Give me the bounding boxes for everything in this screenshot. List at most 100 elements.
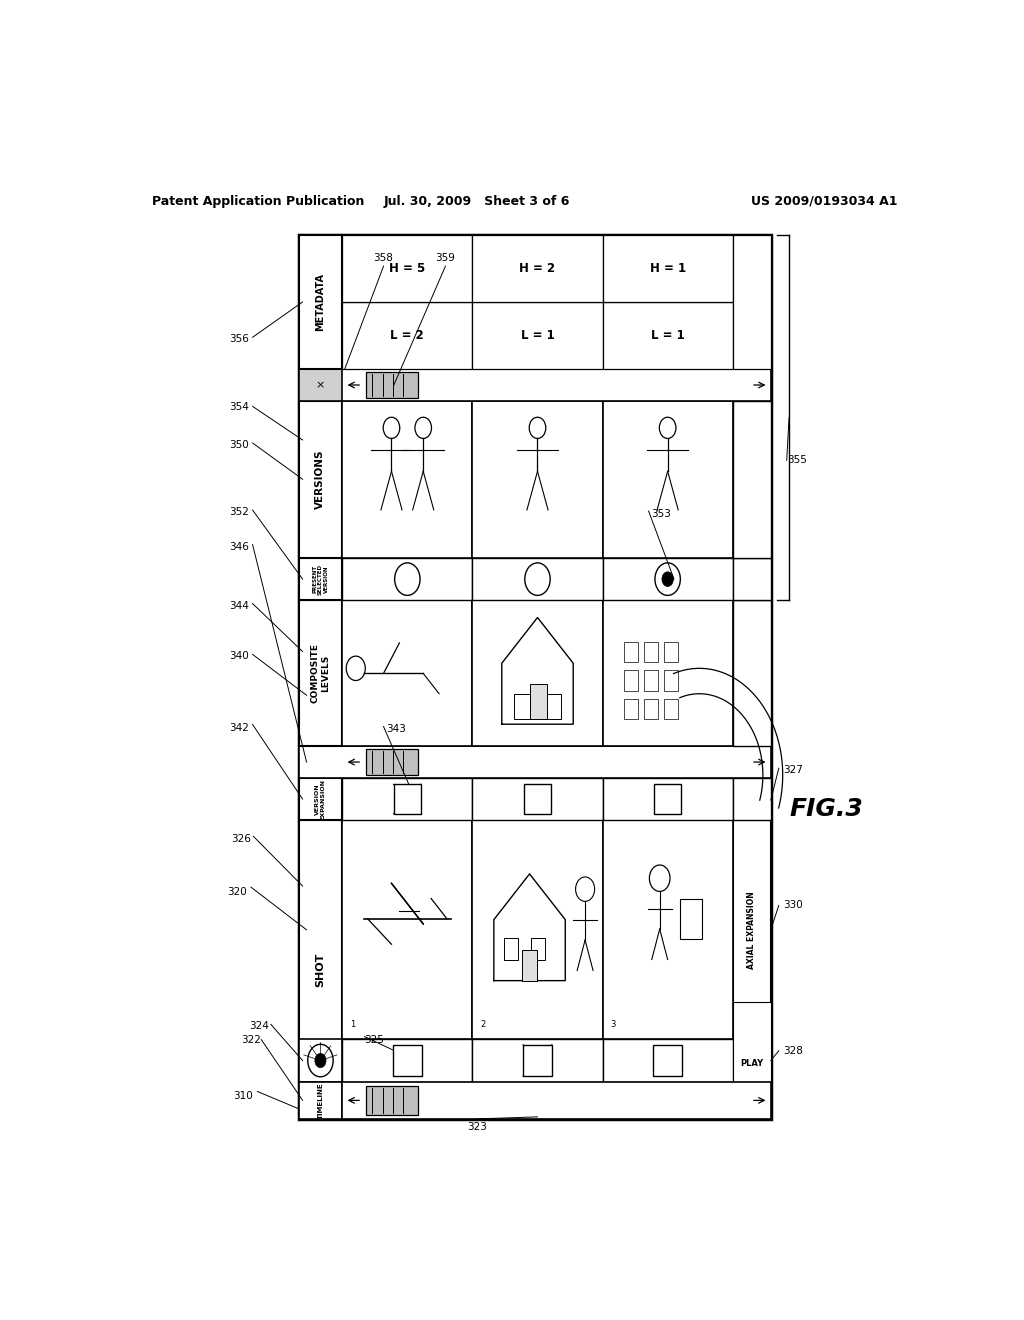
- Text: 1: 1: [350, 1020, 355, 1030]
- Bar: [733, 235, 771, 370]
- Bar: [624, 698, 638, 719]
- Bar: [472, 777, 602, 821]
- Text: 330: 330: [783, 900, 803, 911]
- Text: 322: 322: [241, 1035, 261, 1044]
- Bar: [524, 784, 551, 813]
- Bar: [299, 370, 771, 401]
- Bar: [342, 558, 472, 601]
- Text: 2: 2: [480, 1020, 485, 1030]
- Bar: [299, 1039, 342, 1082]
- Bar: [733, 601, 771, 746]
- Text: H = 1: H = 1: [649, 261, 686, 275]
- Bar: [733, 1002, 771, 1082]
- Bar: [299, 401, 342, 558]
- Bar: [342, 1039, 472, 1082]
- Bar: [514, 694, 529, 719]
- Text: 359: 359: [435, 253, 456, 263]
- Bar: [602, 777, 733, 821]
- Bar: [299, 235, 342, 370]
- Bar: [733, 821, 771, 1119]
- Bar: [602, 302, 733, 370]
- Text: PLAY: PLAY: [740, 1059, 763, 1068]
- Bar: [342, 302, 472, 370]
- Text: 320: 320: [227, 887, 247, 898]
- Bar: [472, 235, 602, 302]
- Text: 325: 325: [365, 1035, 384, 1044]
- Bar: [733, 777, 771, 821]
- Bar: [733, 558, 771, 601]
- Text: 310: 310: [233, 1090, 253, 1101]
- Text: 324: 324: [249, 1022, 269, 1031]
- Text: H = 5: H = 5: [389, 261, 426, 275]
- Text: VERSIONS: VERSIONS: [315, 450, 326, 510]
- Bar: [299, 1082, 342, 1119]
- Text: L = 2: L = 2: [390, 329, 424, 342]
- Bar: [299, 601, 342, 746]
- Bar: [472, 821, 602, 1039]
- Bar: [602, 235, 733, 302]
- Bar: [299, 370, 342, 401]
- Bar: [367, 1086, 418, 1115]
- Bar: [733, 401, 771, 558]
- Text: TIMELINE: TIMELINE: [317, 1082, 324, 1118]
- Bar: [342, 401, 472, 558]
- Bar: [644, 671, 658, 690]
- Bar: [680, 899, 701, 940]
- Bar: [644, 642, 658, 663]
- Bar: [602, 558, 733, 601]
- Circle shape: [662, 572, 674, 586]
- Bar: [644, 698, 658, 719]
- Text: 352: 352: [229, 507, 249, 517]
- Bar: [367, 750, 418, 775]
- Bar: [299, 746, 771, 777]
- Text: 326: 326: [231, 834, 252, 845]
- Bar: [472, 558, 602, 601]
- Text: 340: 340: [229, 652, 249, 661]
- Bar: [472, 601, 602, 746]
- Text: 342: 342: [229, 722, 249, 733]
- Bar: [602, 401, 733, 558]
- Bar: [531, 939, 546, 961]
- Bar: [602, 1039, 733, 1082]
- Bar: [367, 372, 418, 397]
- Text: 323: 323: [467, 1122, 487, 1133]
- Bar: [299, 777, 342, 821]
- Bar: [653, 1045, 682, 1076]
- Text: 356: 356: [229, 334, 249, 345]
- Bar: [624, 642, 638, 663]
- Text: VERSION
EXPANSION: VERSION EXPANSION: [315, 779, 326, 820]
- Bar: [504, 939, 518, 961]
- Bar: [342, 1082, 771, 1119]
- Bar: [342, 235, 472, 302]
- Text: 354: 354: [229, 403, 249, 412]
- Bar: [342, 601, 472, 746]
- Bar: [529, 684, 547, 719]
- Bar: [472, 302, 602, 370]
- Text: Patent Application Publication: Patent Application Publication: [152, 194, 365, 207]
- Bar: [602, 601, 733, 746]
- Text: 327: 327: [783, 766, 803, 775]
- Text: 328: 328: [783, 1045, 803, 1056]
- Bar: [664, 698, 678, 719]
- Bar: [654, 784, 681, 813]
- Text: L = 1: L = 1: [651, 329, 684, 342]
- Bar: [394, 784, 421, 813]
- Text: L = 1: L = 1: [520, 329, 554, 342]
- Text: PRESENT
SELECTED
VERSION: PRESENT SELECTED VERSION: [312, 564, 329, 594]
- Text: 358: 358: [374, 253, 393, 263]
- Text: METADATA: METADATA: [315, 273, 326, 331]
- Text: H = 2: H = 2: [519, 261, 556, 275]
- Bar: [624, 671, 638, 690]
- Text: 343: 343: [386, 723, 407, 734]
- Text: US 2009/0193034 A1: US 2009/0193034 A1: [752, 194, 898, 207]
- Bar: [472, 1039, 602, 1082]
- Bar: [602, 821, 733, 1039]
- Bar: [472, 401, 602, 558]
- Text: 355: 355: [787, 455, 807, 465]
- Circle shape: [315, 1053, 326, 1068]
- Bar: [523, 1045, 552, 1076]
- Text: Jul. 30, 2009   Sheet 3 of 6: Jul. 30, 2009 Sheet 3 of 6: [384, 194, 570, 207]
- Text: SHOT: SHOT: [315, 953, 326, 987]
- Bar: [664, 642, 678, 663]
- Text: FIG.3: FIG.3: [790, 797, 863, 821]
